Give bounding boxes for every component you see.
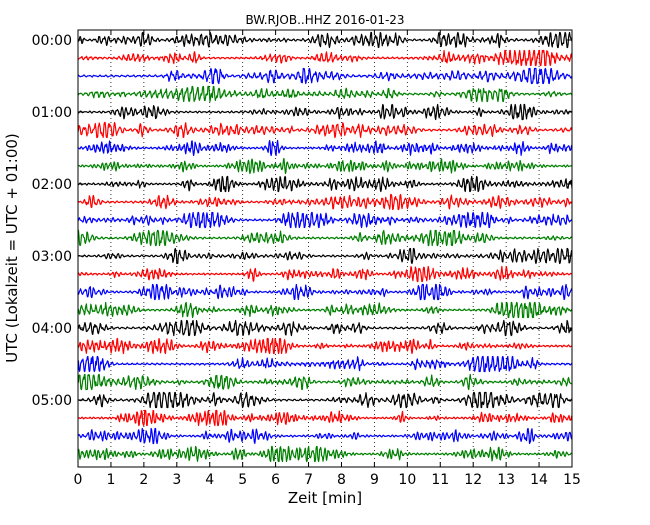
seismogram-trace bbox=[77, 31, 573, 49]
seismogram-trace bbox=[77, 49, 573, 67]
seismogram-trace bbox=[77, 355, 573, 373]
seismogram-trace bbox=[77, 373, 573, 391]
x-tick-label: 14 bbox=[530, 472, 548, 488]
x-tick-label: 0 bbox=[74, 472, 83, 488]
seismogram-trace bbox=[77, 175, 573, 193]
seismogram-trace bbox=[77, 103, 573, 121]
seismogram-trace bbox=[77, 121, 573, 139]
y-tick-label: 05:00 bbox=[32, 393, 72, 409]
x-tick-label: 15 bbox=[563, 472, 581, 488]
seismogram-trace bbox=[77, 319, 573, 337]
seismogram-trace bbox=[77, 67, 573, 85]
chart-title: BW.RJOB..HHZ 2016-01-23 bbox=[245, 13, 404, 27]
x-tick-label: 6 bbox=[271, 472, 280, 488]
seismogram-trace bbox=[77, 193, 573, 211]
x-tick-label: 7 bbox=[304, 472, 313, 488]
seismogram-trace bbox=[77, 247, 573, 265]
axis-ticks: 0 1 2 3 4 5 6 7 8 9 10 11 12 13 14 1500:0001:0002:0003:… bbox=[32, 30, 581, 488]
seismogram-trace bbox=[77, 427, 573, 445]
x-tick-label: 13 bbox=[497, 472, 515, 488]
y-tick-label: 03:00 bbox=[32, 249, 72, 265]
plot-frame bbox=[77, 29, 573, 468]
seismogram-trace bbox=[77, 139, 573, 157]
seismogram-trace bbox=[77, 409, 573, 427]
seismogram-traces bbox=[77, 31, 573, 463]
x-tick-label: 8 bbox=[337, 472, 346, 488]
seismogram-trace bbox=[77, 157, 573, 175]
y-tick-label: 02:00 bbox=[32, 177, 72, 193]
y-tick-label: 01:00 bbox=[32, 105, 72, 121]
x-tick-label: 1 bbox=[106, 472, 115, 488]
seismogram-trace bbox=[77, 265, 573, 283]
seismogram-trace bbox=[77, 445, 573, 463]
x-tick-label: 11 bbox=[431, 472, 449, 488]
x-tick-label: 5 bbox=[238, 472, 247, 488]
x-tick-label: 3 bbox=[172, 472, 181, 488]
grid-lines bbox=[110, 30, 540, 467]
x-axis-label: Zeit [min] bbox=[288, 489, 362, 507]
x-tick-label: 4 bbox=[205, 472, 214, 488]
y-tick-label: 04:00 bbox=[32, 321, 72, 337]
x-tick-label: 9 bbox=[370, 472, 379, 488]
y-tick-label: 00:00 bbox=[32, 33, 72, 49]
x-tick-label: 12 bbox=[464, 472, 482, 488]
seismogram-trace bbox=[77, 283, 573, 301]
seismogram-trace bbox=[77, 229, 573, 247]
seismogram-trace bbox=[77, 211, 573, 229]
x-tick-label: 10 bbox=[398, 472, 416, 488]
seismogram-trace bbox=[77, 337, 573, 355]
seismogram-trace bbox=[77, 301, 573, 319]
y-axis-label: UTC (Lokalzeit = UTC + 01:00) bbox=[3, 133, 21, 363]
x-tick-label: 2 bbox=[139, 472, 148, 488]
seismogram-trace bbox=[77, 85, 573, 103]
seismogram-trace bbox=[77, 391, 573, 409]
